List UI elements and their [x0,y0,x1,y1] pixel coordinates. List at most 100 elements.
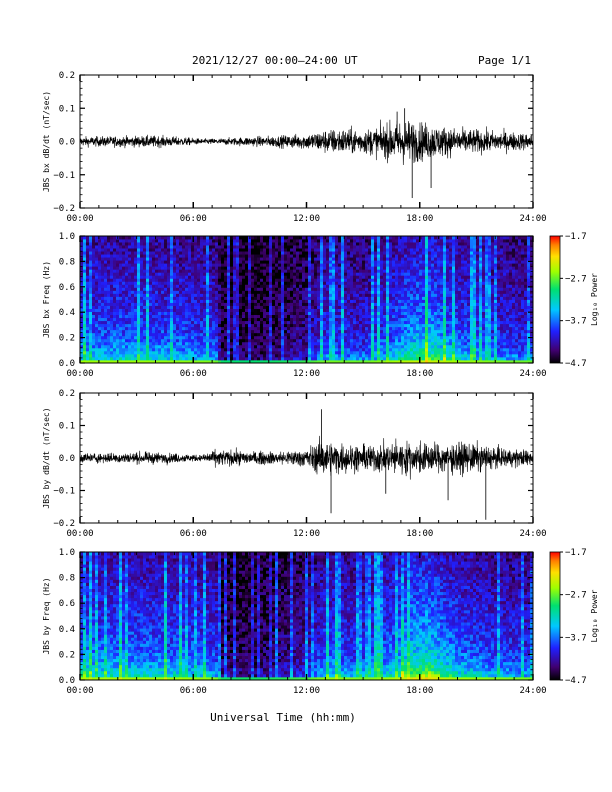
spectrogram-cell [257,359,261,364]
spectrogram-cell [290,236,294,240]
spectrogram-cell [122,359,126,364]
spectrogram-cell [317,263,321,267]
spectrogram-cell [311,320,315,325]
spectrogram-cell [305,308,309,312]
spectrogram-cell [125,254,129,258]
spectrogram-cell [359,254,363,258]
spectrogram-cell [119,332,123,337]
spectrogram-cell [404,356,408,361]
spectrogram-cell [365,344,369,349]
spectrogram-cell [413,299,417,303]
spectrogram-cell [392,281,396,285]
spectrogram-cell [245,248,249,252]
spectrogram-cell [101,257,105,261]
spectrogram-cell [416,296,420,300]
spectrogram-cell [245,344,249,349]
spectrogram-cell [260,251,264,255]
spectrogram-cell [86,269,90,273]
spectrogram-cell [386,290,390,294]
spectrogram-cell [89,239,93,243]
spectrogram-cell [341,251,345,255]
spectrogram-cell [215,269,219,273]
spectrogram-cell [131,236,135,240]
spectrogram-cell [365,359,369,364]
spectrogram-cell [251,347,255,352]
spectrogram-cell [422,332,426,337]
spectrogram-cell [209,326,213,331]
spectrogram-cell [341,314,345,319]
spectrogram-cell [179,278,183,282]
spectrogram-cell [425,305,429,309]
spectrogram-cell [380,314,384,319]
spectrogram-cell [362,323,366,328]
spectrogram-cell [413,353,417,358]
spectrogram-cell [386,242,390,246]
spectrogram-cell [371,278,375,282]
spectrogram-cell [113,332,117,337]
spectrogram-cell [134,254,138,258]
spectrogram-cell [227,359,231,364]
spectrogram-cell [212,338,216,343]
spectrogram-cell [113,269,117,273]
spectrogram-cell [398,293,402,297]
spectrogram-cell [236,353,240,358]
spectrogram-cell [320,257,324,261]
spectrogram-cell [371,350,375,355]
spectrogram-cell [398,281,402,285]
spectrogram-cell [230,314,234,319]
spectrogram-cell [410,290,414,294]
spectrogram-cell [179,356,183,361]
spectrogram-cell [302,251,306,255]
spectrogram-cell [110,317,114,322]
spectrogram-cell [353,251,357,255]
spectrogram-cell [143,236,147,240]
spectrogram-cell [419,338,423,343]
spectrogram-cell [287,296,291,300]
spectrogram-cell [281,356,285,361]
spectrogram-cell [290,251,294,255]
spectrogram-cell [224,260,228,264]
spectrogram-cell [116,299,120,303]
spectrogram-cell [224,335,228,340]
spectrogram-cell [86,341,90,346]
spectrogram-cell [164,350,168,355]
spectrogram-cell [422,329,426,334]
spectrogram-cell [197,353,201,358]
spectrogram-cell [290,359,294,364]
spectrogram-cell [203,299,207,303]
spectrogram-cell [158,287,162,291]
spectrogram-cell [161,329,165,334]
spectrogram-cell [194,257,198,261]
spectrogram-cell [254,278,258,282]
spectrogram-cell [308,320,312,325]
spectrogram-cell [242,248,246,252]
spectrogram-cell [269,311,273,316]
spectrogram-cell [380,269,384,273]
spectrogram-cell [155,242,159,246]
spectrogram-cell [236,266,240,270]
spectrogram-cell [107,242,111,246]
spectrogram-cell [158,308,162,312]
spectrogram-cell [407,341,411,346]
spectrogram-cell [158,332,162,337]
spectrogram-cell [200,338,204,343]
spectrogram-cell [233,311,237,316]
spectrogram-cell [86,356,90,361]
spectrogram-cell [119,254,123,258]
spectrogram-cell [260,344,264,349]
spectrogram-cell [425,287,429,291]
spectrogram-cell [164,242,168,246]
spectrogram-cell [404,308,408,312]
spectrogram-cell [320,284,324,288]
spectrogram-cell [212,248,216,252]
spectrogram-cell [314,299,318,303]
spectrogram-cell [92,266,96,270]
spectrogram-cell [383,353,387,358]
spectrogram-cell [347,248,351,252]
spectrogram-cell [182,281,186,285]
spectrogram-cell [248,290,252,294]
spectrogram-cell [335,338,339,343]
spectrogram-cell [335,242,339,246]
spectrogram-cell [407,254,411,258]
spectrogram-cell [149,305,153,309]
